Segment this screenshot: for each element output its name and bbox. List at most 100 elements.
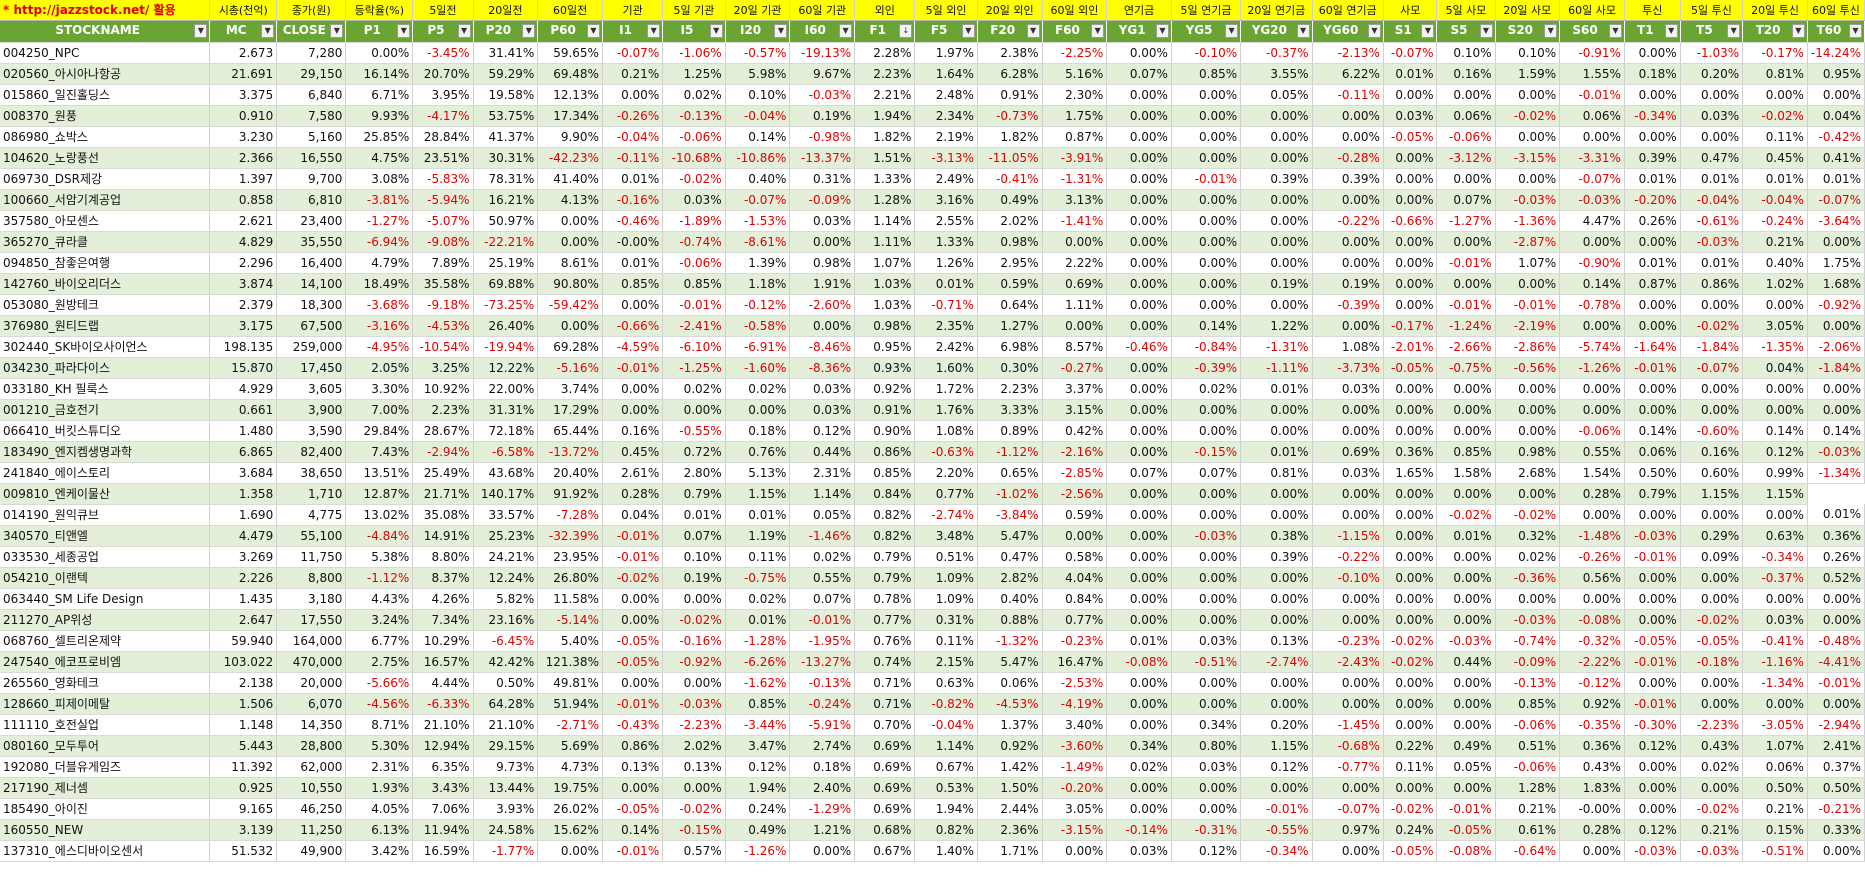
table-cell[interactable]: -0.84% bbox=[1171, 336, 1242, 358]
table-cell[interactable]: 1.28% bbox=[854, 189, 916, 211]
table-cell[interactable]: 67,500 bbox=[276, 315, 347, 337]
table-cell[interactable]: 6.22% bbox=[1312, 63, 1384, 85]
table-cell[interactable]: 0.02% bbox=[662, 84, 726, 106]
table-cell[interactable]: 5.38% bbox=[345, 546, 414, 568]
table-cell[interactable]: 0.12% bbox=[1624, 819, 1681, 841]
table-cell[interactable]: 0.37% bbox=[1807, 756, 1865, 778]
table-cell[interactable]: 0.77% bbox=[854, 609, 916, 631]
table-cell[interactable]: -0.02% bbox=[1680, 609, 1744, 631]
table-cell[interactable]: 49,900 bbox=[276, 840, 347, 862]
dropdown-arrow-icon[interactable]: ▼ bbox=[522, 23, 536, 38]
table-row[interactable]: 080160_모두투어 5.443 28,800 5.30% 12.94% 29.15% 5… bbox=[0, 735, 1865, 757]
table-cell[interactable]: 0.00% bbox=[1312, 126, 1384, 148]
table-cell[interactable]: -9.18% bbox=[412, 294, 474, 316]
table-cell[interactable]: 0.04% bbox=[1807, 105, 1865, 127]
table-cell[interactable]: 4.829 bbox=[209, 231, 278, 253]
table-cell[interactable]: 0.00% bbox=[1624, 777, 1681, 799]
table-cell[interactable]: 2.95% bbox=[977, 252, 1043, 274]
table-cell[interactable]: -1.34% bbox=[1742, 672, 1808, 694]
table-cell[interactable]: 0.92% bbox=[977, 735, 1043, 757]
table-cell[interactable]: -0.02% bbox=[1383, 651, 1438, 673]
table-cell[interactable]: 0.00% bbox=[1383, 525, 1438, 547]
table-cell[interactable]: 2.02% bbox=[662, 735, 726, 757]
table-cell[interactable]: 2.21% bbox=[854, 84, 916, 106]
table-cell[interactable]: 0.14% bbox=[725, 126, 791, 148]
table-cell[interactable]: -0.11% bbox=[1312, 84, 1384, 106]
table-cell[interactable]: 1.690 bbox=[209, 504, 278, 526]
table-cell[interactable]: 0.98% bbox=[789, 252, 856, 274]
table-row[interactable]: 128660_피제이메탈 1.506 6,070 -4.56% -6.33% 64.28%… bbox=[0, 693, 1865, 715]
stock-name-cell[interactable]: 183490_엔지켐생명과학 bbox=[0, 441, 211, 463]
column-header[interactable]: YG60 ▼ bbox=[1312, 20, 1384, 43]
table-row[interactable]: 063440_SM Life Design 1.435 3,180 4.43% 4.26… bbox=[0, 588, 1865, 610]
dropdown-arrow-icon[interactable]: ▼ bbox=[1155, 23, 1169, 38]
column-header[interactable]: STOCKNAME ▼ bbox=[0, 20, 211, 43]
table-cell[interactable]: 1.18% bbox=[725, 273, 791, 295]
table-cell[interactable]: 0.63% bbox=[1742, 525, 1808, 547]
table-cell[interactable]: 2.31% bbox=[789, 462, 856, 484]
table-cell[interactable]: -0.75% bbox=[1436, 357, 1496, 379]
table-cell[interactable]: 0.00% bbox=[537, 210, 603, 232]
dropdown-arrow-icon[interactable]: ▼ bbox=[1296, 23, 1310, 38]
table-cell[interactable]: 0.00% bbox=[1106, 168, 1172, 190]
table-cell[interactable]: 0.01% bbox=[1106, 630, 1172, 652]
table-cell[interactable]: -3.73% bbox=[1312, 357, 1384, 379]
table-cell[interactable]: 0.00% bbox=[1680, 588, 1744, 610]
table-cell[interactable]: 6.77% bbox=[345, 630, 414, 652]
table-cell[interactable]: 15.62% bbox=[537, 819, 603, 841]
table-cell[interactable]: 26.02% bbox=[537, 798, 603, 820]
table-cell[interactable]: 0.00% bbox=[1171, 609, 1242, 631]
table-cell[interactable]: -0.55% bbox=[662, 420, 726, 442]
table-cell[interactable]: 1.75% bbox=[1807, 252, 1865, 274]
table-cell[interactable]: 0.64% bbox=[977, 294, 1043, 316]
table-cell[interactable]: -2.94% bbox=[1807, 714, 1865, 736]
table-cell[interactable]: 1.94% bbox=[725, 777, 791, 799]
table-row[interactable]: 111110_호전실업 1.148 14,350 8.71% 21.10% 21.10% -… bbox=[0, 714, 1865, 736]
table-cell[interactable]: 5.69% bbox=[537, 735, 603, 757]
table-cell[interactable]: 0.16% bbox=[1436, 63, 1496, 85]
table-cell[interactable]: 0.00% bbox=[1559, 231, 1625, 253]
table-cell[interactable]: -0.14% bbox=[1106, 819, 1172, 841]
table-cell[interactable]: 0.00% bbox=[1240, 399, 1313, 421]
table-cell[interactable]: -0.78% bbox=[1559, 294, 1625, 316]
table-cell[interactable]: 1.148 bbox=[209, 714, 278, 736]
dropdown-arrow-icon[interactable]: ▼ bbox=[709, 23, 723, 38]
table-cell[interactable]: -0.02% bbox=[1742, 105, 1808, 127]
table-cell[interactable]: -1.16% bbox=[1742, 651, 1808, 673]
table-cell[interactable]: 13.44% bbox=[473, 777, 539, 799]
stock-name-cell[interactable]: 063440_SM Life Design bbox=[0, 588, 211, 610]
table-cell[interactable]: -0.64% bbox=[1495, 840, 1561, 862]
table-cell[interactable]: -8.36% bbox=[789, 357, 856, 379]
table-cell[interactable]: 0.01% bbox=[1680, 168, 1744, 190]
table-cell[interactable]: 0.79% bbox=[1624, 483, 1681, 505]
table-cell[interactable]: 0.00% bbox=[1312, 399, 1384, 421]
table-cell[interactable]: -0.71% bbox=[914, 294, 978, 316]
table-cell[interactable]: 0.00% bbox=[1240, 504, 1313, 526]
table-cell[interactable]: -0.03% bbox=[1624, 525, 1681, 547]
table-cell[interactable]: -0.11% bbox=[602, 147, 664, 169]
table-cell[interactable]: 0.03% bbox=[789, 210, 856, 232]
stock-name-cell[interactable]: 015860_일진홀딩스 bbox=[0, 84, 211, 106]
table-cell[interactable]: 0.40% bbox=[1742, 252, 1808, 274]
table-cell[interactable]: -0.02% bbox=[1495, 105, 1561, 127]
table-cell[interactable]: 1.14% bbox=[854, 210, 916, 232]
table-cell[interactable]: -0.91% bbox=[1559, 42, 1625, 64]
table-cell[interactable]: 0.00% bbox=[789, 315, 856, 337]
table-cell[interactable]: -0.07% bbox=[1383, 42, 1438, 64]
table-cell[interactable]: 14,350 bbox=[276, 714, 347, 736]
table-cell[interactable]: 0.00% bbox=[1680, 672, 1744, 694]
dropdown-arrow-icon[interactable]: ▼ bbox=[1727, 23, 1741, 38]
table-cell[interactable]: 1.28% bbox=[1495, 777, 1561, 799]
column-header[interactable]: YG20 ▼ bbox=[1240, 20, 1313, 43]
table-cell[interactable]: 0.00% bbox=[1042, 840, 1108, 862]
table-cell[interactable]: 0.00% bbox=[1495, 378, 1561, 400]
table-cell[interactable]: 0.01% bbox=[1240, 378, 1313, 400]
table-row[interactable]: 086980_쇼박스 3.230 5,160 25.85% 28.84% 41.37% 9.… bbox=[0, 126, 1865, 148]
table-cell[interactable]: -0.75% bbox=[725, 567, 791, 589]
table-cell[interactable]: 0.12% bbox=[1624, 735, 1681, 757]
table-cell[interactable]: -6.91% bbox=[725, 336, 791, 358]
table-cell[interactable]: 0.00% bbox=[1807, 840, 1865, 862]
table-cell[interactable]: 0.19% bbox=[1240, 273, 1313, 295]
table-cell[interactable]: 0.00% bbox=[1624, 399, 1681, 421]
table-cell[interactable]: 0.01% bbox=[1807, 168, 1865, 190]
